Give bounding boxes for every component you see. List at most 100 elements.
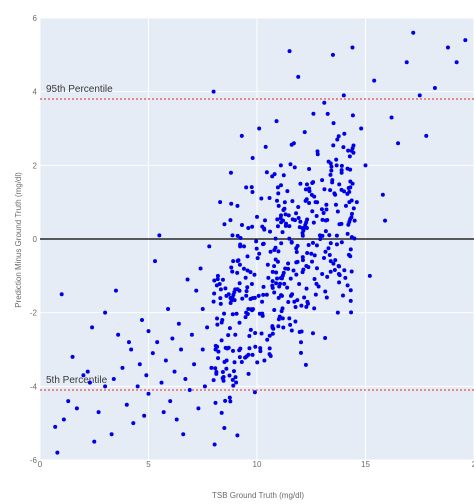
data-point — [111, 376, 116, 381]
data-point — [348, 288, 353, 293]
data-point — [153, 259, 158, 264]
data-point — [126, 340, 131, 345]
data-point — [120, 365, 125, 370]
data-point — [258, 346, 263, 351]
y-tick-label: -6 — [30, 456, 38, 465]
data-point — [320, 217, 325, 222]
data-point — [255, 256, 260, 261]
data-point — [275, 185, 280, 190]
data-point — [348, 167, 353, 172]
data-point — [170, 336, 175, 341]
data-point — [337, 280, 342, 285]
data-point — [124, 402, 129, 407]
data-point — [335, 137, 340, 142]
data-point — [305, 251, 310, 256]
data-point — [352, 218, 357, 223]
data-point — [222, 360, 227, 365]
data-point — [347, 189, 352, 194]
data-point — [300, 233, 305, 238]
data-point — [248, 327, 253, 332]
data-point — [302, 130, 307, 135]
data-point — [161, 410, 166, 415]
data-point — [298, 181, 303, 186]
data-point — [311, 220, 316, 225]
data-point — [380, 192, 385, 197]
data-point — [87, 380, 92, 385]
data-point — [262, 358, 267, 363]
data-point — [200, 347, 205, 352]
data-point — [292, 218, 297, 223]
percentile-label: 95th Percentile — [46, 84, 113, 95]
data-point — [228, 218, 233, 223]
x-tick-label: 10 — [253, 460, 262, 469]
data-point — [239, 359, 244, 364]
data-point — [234, 311, 239, 316]
data-point — [218, 287, 223, 292]
data-point — [296, 74, 301, 79]
data-point — [276, 203, 281, 208]
data-point — [310, 240, 315, 245]
data-point — [227, 326, 232, 331]
data-point — [264, 170, 269, 175]
data-point — [280, 230, 285, 235]
data-point — [298, 350, 303, 355]
data-point — [215, 277, 220, 282]
data-point — [179, 347, 184, 352]
data-point — [264, 292, 269, 297]
data-point — [280, 306, 285, 311]
data-point — [310, 180, 315, 185]
data-point — [174, 417, 179, 422]
data-point — [299, 303, 304, 308]
data-point — [314, 266, 319, 271]
data-point — [367, 273, 372, 278]
data-point — [345, 231, 350, 236]
tick-labels: 0 5 10 15 2 -6 -4 -2 0 2 4 6 — [30, 14, 474, 469]
data-point — [131, 421, 136, 426]
data-point — [296, 204, 301, 209]
data-point — [244, 185, 249, 190]
data-point — [267, 352, 272, 357]
data-point — [354, 200, 359, 205]
data-point — [337, 264, 342, 269]
data-point — [331, 121, 336, 126]
data-point — [240, 296, 245, 301]
data-point — [328, 259, 333, 264]
data-point — [328, 172, 333, 177]
data-point — [314, 243, 319, 248]
data-point — [295, 298, 300, 303]
data-point — [336, 272, 341, 277]
data-point — [212, 442, 217, 447]
data-point — [282, 200, 287, 205]
data-point — [259, 331, 264, 336]
data-point — [229, 265, 234, 270]
data-point — [292, 299, 297, 304]
data-point — [351, 206, 356, 211]
data-point — [306, 242, 311, 247]
data-point — [267, 346, 272, 351]
data-point — [280, 316, 285, 321]
data-point — [322, 100, 327, 105]
data-point — [300, 255, 305, 260]
data-point — [341, 145, 346, 150]
data-point — [270, 325, 275, 330]
data-point — [239, 133, 244, 138]
data-point — [329, 164, 334, 169]
data-point — [235, 433, 240, 438]
data-point — [328, 241, 333, 246]
data-point — [288, 276, 293, 281]
data-point — [268, 229, 273, 234]
data-point — [327, 252, 332, 257]
data-point — [259, 196, 264, 201]
data-point — [352, 236, 357, 241]
data-point — [334, 233, 339, 238]
data-point — [339, 163, 344, 168]
data-point — [211, 378, 216, 383]
data-point — [202, 384, 207, 389]
data-point — [283, 212, 288, 217]
data-point — [137, 362, 142, 367]
data-point — [163, 358, 168, 363]
data-point — [332, 268, 337, 273]
data-point — [310, 259, 315, 264]
data-point — [350, 45, 355, 50]
data-point — [281, 173, 286, 178]
